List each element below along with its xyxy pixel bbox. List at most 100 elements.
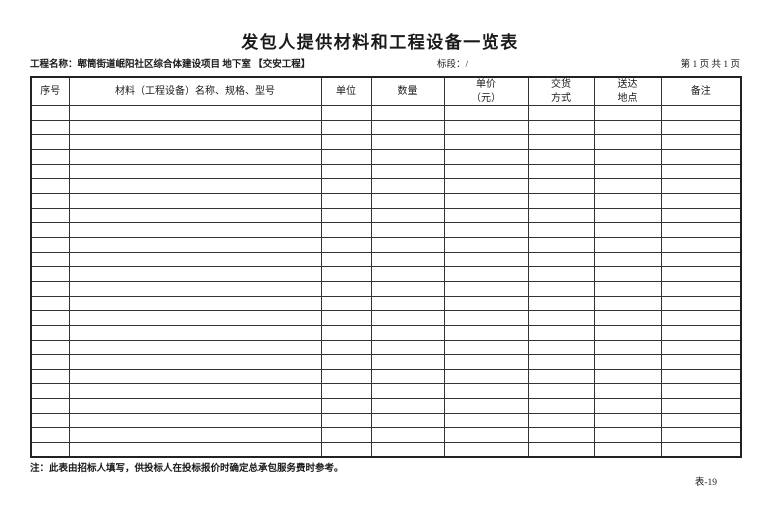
table-cell (527, 295, 595, 312)
table-cell (68, 354, 322, 370)
table-cell (370, 163, 445, 180)
table-cell (660, 222, 742, 238)
table-row (30, 398, 742, 414)
table-cell (660, 398, 742, 414)
table-row (30, 412, 742, 429)
table-cell (443, 192, 529, 209)
table-row (30, 295, 742, 312)
project-name: 工程名称：郫筒街道岷阳社区综合体建设项目 地下室 【交安工程】 (30, 58, 310, 73)
table-cell (320, 251, 372, 268)
table-cell (370, 368, 445, 385)
table-row (30, 192, 742, 209)
table-cell (443, 310, 529, 326)
table-cell (30, 280, 70, 297)
table-cell (527, 354, 595, 370)
table-row (30, 442, 742, 458)
table-cell (370, 427, 445, 444)
table-cell (370, 134, 445, 150)
table-cell (30, 339, 70, 356)
table-cell (527, 383, 595, 400)
table-cell (593, 310, 662, 326)
column-header-6: 送达 地点 (593, 76, 662, 106)
column-header-2: 单位 (320, 76, 372, 106)
table-cell (30, 295, 70, 312)
table-cell (660, 163, 742, 180)
table-cell (370, 236, 445, 253)
table-cell (68, 105, 322, 121)
table-cell (68, 324, 322, 341)
table-cell (30, 383, 70, 400)
table-cell (68, 368, 322, 385)
table-cell (527, 148, 595, 165)
table-cell (660, 442, 742, 458)
table-body (30, 105, 742, 458)
column-header-3: 数量 (370, 76, 445, 106)
table-cell (527, 412, 595, 429)
table-row (30, 324, 742, 341)
table-cell (30, 119, 70, 136)
table-row (30, 310, 742, 326)
table-head: 序号 材料（工程设备）名称、规格、型号 单位 数量 单价 （元） 交货 方式 送达 地点 备注 (30, 76, 742, 106)
table-cell (443, 236, 529, 253)
table-cell (68, 178, 322, 194)
table-row (30, 148, 742, 165)
table-cell (30, 310, 70, 326)
table-cell (30, 192, 70, 209)
materials-table: 序号 材料（工程设备）名称、规格、型号 单位 数量 单价 （元） 交货 方式 送达 地点 备注 (30, 76, 742, 459)
table-cell (443, 383, 529, 400)
table-cell (68, 266, 322, 282)
table-cell (370, 383, 445, 400)
column-header-7: 备注 (660, 76, 742, 106)
table-cell (660, 295, 742, 312)
table-cell (370, 442, 445, 458)
table-header-row: 序号 材料（工程设备）名称、规格、型号 单位 数量 单价 （元） 交货 方式 送达 地点 备注 (30, 76, 742, 106)
project-name-value: 郫筒街道岷阳社区综合体建设项目 地下室 【交安工程】 (77, 60, 311, 70)
table-cell (370, 412, 445, 429)
table-cell (30, 134, 70, 150)
table-cell (593, 105, 662, 121)
table-cell (30, 354, 70, 370)
table-cell (370, 251, 445, 268)
footer-note: 注：此表由招标人填写，供投标人在投标报价时确定总承包服务费时参考。 (30, 464, 344, 474)
project-name-label: 工程名称： (30, 60, 78, 70)
table-cell (320, 105, 372, 121)
table-cell (320, 324, 372, 341)
table-cell (370, 192, 445, 209)
section-label: 标段： (437, 60, 466, 70)
table-cell (320, 398, 372, 414)
table-cell (593, 266, 662, 282)
table-row (30, 266, 742, 282)
table-cell (593, 134, 662, 150)
table-cell (320, 383, 372, 400)
table-cell (370, 280, 445, 297)
table-cell (660, 412, 742, 429)
table-cell (593, 368, 662, 385)
table-cell (30, 442, 70, 458)
table-cell (68, 427, 322, 444)
table-cell (593, 412, 662, 429)
table-cell (30, 266, 70, 282)
table-cell (443, 295, 529, 312)
section-value: / (465, 60, 469, 70)
table-cell (320, 427, 372, 444)
column-header-0: 序号 (30, 76, 70, 106)
table-cell (68, 295, 322, 312)
table-cell (527, 266, 595, 282)
table-cell (527, 324, 595, 341)
table-row (30, 280, 742, 297)
table-cell (320, 236, 372, 253)
table-cell (660, 178, 742, 194)
table-cell (30, 148, 70, 165)
table-cell (443, 412, 529, 429)
table-cell (30, 222, 70, 238)
table-cell (593, 339, 662, 356)
table-cell (527, 368, 595, 385)
table-cell (320, 207, 372, 224)
table-cell (660, 134, 742, 150)
table-cell (320, 339, 372, 356)
table-cell (30, 251, 70, 268)
table-cell (30, 207, 70, 224)
table-cell (320, 442, 372, 458)
table-cell (593, 295, 662, 312)
table-cell (593, 398, 662, 414)
